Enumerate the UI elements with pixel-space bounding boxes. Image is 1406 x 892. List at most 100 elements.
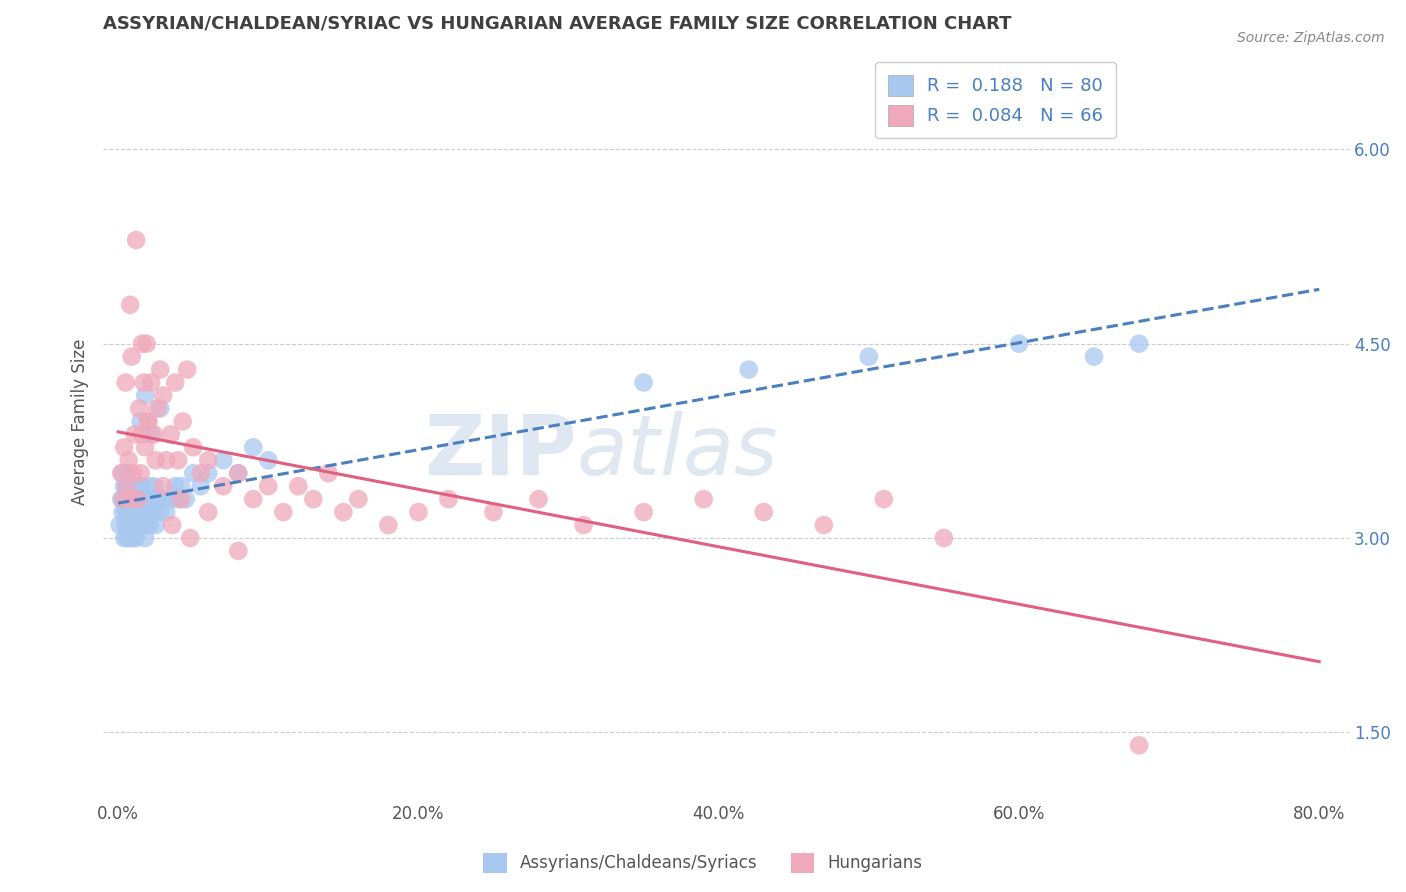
Point [377, 518, 399, 533]
Point [302, 492, 325, 507]
Point [134, 388, 156, 402]
Point [141, 492, 163, 507]
Point [633, 505, 655, 519]
Point [115, 467, 138, 481]
Point [181, 440, 204, 454]
Point [142, 505, 165, 519]
Point [122, 531, 145, 545]
Point [136, 505, 159, 519]
Point [112, 492, 135, 507]
Point [114, 479, 136, 493]
Point [121, 505, 143, 519]
Text: Source: ZipAtlas.com: Source: ZipAtlas.com [1237, 31, 1385, 45]
Point [115, 479, 138, 493]
Point [108, 518, 131, 533]
Point [226, 467, 249, 481]
Point [858, 350, 880, 364]
Point [124, 518, 146, 533]
Point [155, 505, 177, 519]
Point [146, 492, 169, 507]
Point [122, 505, 145, 519]
Point [813, 518, 835, 533]
Point [170, 492, 193, 507]
Point [111, 505, 134, 519]
Point [114, 376, 136, 390]
Point [118, 492, 141, 507]
Point [122, 479, 145, 493]
Point [318, 467, 340, 481]
Point [121, 479, 143, 493]
Point [190, 479, 212, 493]
Point [165, 479, 187, 493]
Point [131, 518, 153, 533]
Legend: Assyrians/Chaldeans/Syriacs, Hungarians: Assyrians/Chaldeans/Syriacs, Hungarians [477, 847, 929, 880]
Point [149, 505, 172, 519]
Point [125, 233, 148, 247]
Point [197, 453, 219, 467]
Point [1008, 336, 1031, 351]
Point [165, 376, 187, 390]
Point [129, 505, 152, 519]
Point [332, 505, 354, 519]
Point [118, 453, 141, 467]
Point [114, 518, 136, 533]
Point [197, 467, 219, 481]
Point [134, 531, 156, 545]
Point [167, 453, 190, 467]
Point [212, 453, 235, 467]
Point [226, 467, 249, 481]
Point [132, 505, 155, 519]
Point [167, 492, 190, 507]
Point [115, 531, 138, 545]
Point [110, 492, 132, 507]
Point [155, 453, 177, 467]
Point [932, 531, 955, 545]
Point [257, 453, 280, 467]
Point [174, 492, 197, 507]
Point [145, 453, 167, 467]
Point [408, 505, 430, 519]
Point [120, 531, 142, 545]
Point [124, 505, 146, 519]
Point [136, 479, 159, 493]
Point [143, 479, 166, 493]
Point [136, 414, 159, 428]
Point [112, 531, 135, 545]
Point [738, 362, 761, 376]
Point [115, 479, 138, 493]
Point [172, 414, 194, 428]
Point [134, 440, 156, 454]
Point [132, 376, 155, 390]
Point [129, 479, 152, 493]
Point [176, 362, 198, 376]
Point [120, 505, 142, 519]
Point [128, 492, 150, 507]
Text: ASSYRIAN/CHALDEAN/SYRIAC VS HUNGARIAN AVERAGE FAMILY SIZE CORRELATION CHART: ASSYRIAN/CHALDEAN/SYRIAC VS HUNGARIAN AV… [103, 15, 1012, 33]
Point [131, 336, 153, 351]
Point [122, 492, 145, 507]
Text: atlas: atlas [576, 411, 779, 492]
Point [118, 505, 141, 519]
Point [120, 518, 142, 533]
Point [145, 518, 167, 533]
Point [118, 518, 141, 533]
Point [112, 479, 135, 493]
Point [120, 492, 142, 507]
Point [271, 505, 294, 519]
Point [692, 492, 714, 507]
Point [160, 518, 183, 533]
Point [120, 298, 142, 312]
Point [170, 479, 193, 493]
Point [110, 467, 132, 481]
Point [212, 479, 235, 493]
Point [124, 427, 146, 442]
Point [257, 479, 280, 493]
Point [129, 414, 152, 428]
Point [190, 467, 212, 481]
Point [121, 350, 143, 364]
Point [152, 388, 174, 402]
Point [143, 427, 166, 442]
Point [128, 518, 150, 533]
Point [159, 427, 181, 442]
Point [118, 479, 141, 493]
